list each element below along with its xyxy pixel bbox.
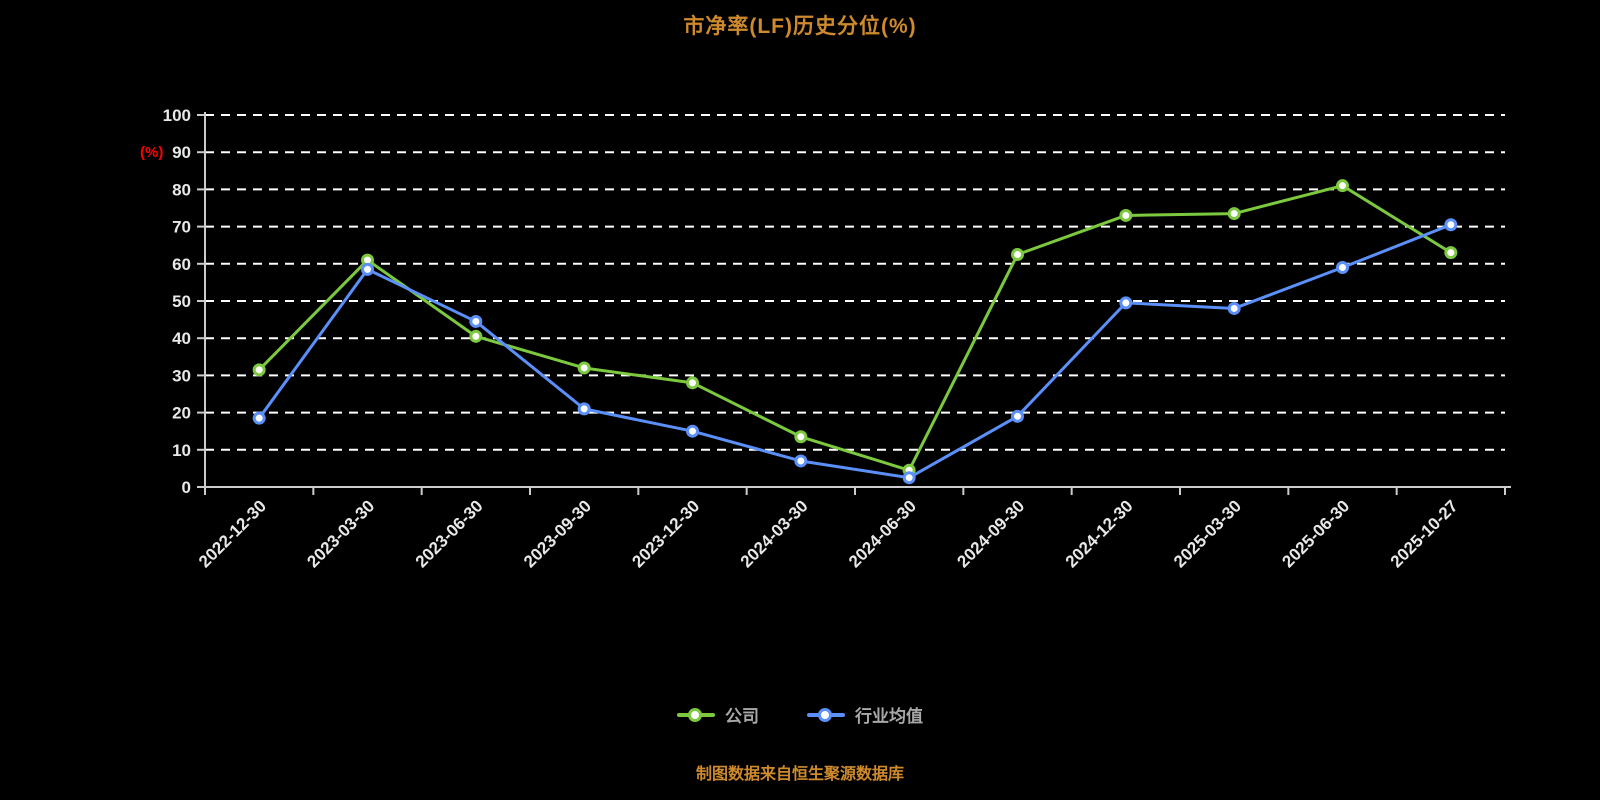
svg-text:0: 0 (182, 478, 191, 497)
legend: 公司 行业均值 (0, 702, 1600, 727)
svg-text:2025-10-27: 2025-10-27 (1387, 496, 1462, 571)
svg-text:2025-06-30: 2025-06-30 (1278, 496, 1353, 571)
svg-text:60: 60 (172, 255, 191, 274)
svg-text:2022-12-30: 2022-12-30 (195, 496, 270, 571)
line-chart-plot-area[interactable]: 0 10 20 30 40 50 60 70 80 90 100 2022-12-30 2023-03-… (0, 0, 1600, 660)
svg-text:2024-09-30: 2024-09-30 (953, 496, 1028, 571)
svg-text:2023-09-30: 2023-09-30 (520, 496, 595, 571)
legend-label-company: 公司 (725, 707, 759, 726)
svg-text:80: 80 (172, 180, 191, 199)
svg-text:2024-03-30: 2024-03-30 (737, 496, 812, 571)
svg-text:2023-12-30: 2023-12-30 (628, 496, 703, 571)
svg-text:30: 30 (172, 366, 191, 385)
legend-label-industry-average: 行业均值 (855, 707, 923, 726)
svg-text:20: 20 (172, 404, 191, 423)
data-source-caption: 制图数据来自恒生聚源数据库 (695, 766, 904, 783)
legend-circle-icon (688, 707, 702, 722)
y-axis-unit-label: (%) (140, 144, 164, 161)
svg-text:40: 40 (172, 329, 191, 348)
chart-title: 市净率(LF)历史分位(%) (683, 15, 917, 38)
svg-text:90: 90 (172, 143, 191, 162)
legend-item-company[interactable]: 公司 (677, 702, 759, 727)
legend-item-industry-average[interactable]: 行业均值 (807, 702, 923, 727)
svg-text:2025-03-30: 2025-03-30 (1170, 496, 1245, 571)
svg-text:2024-12-30: 2024-12-30 (1062, 496, 1137, 571)
industry-series-marker-icon (807, 707, 845, 722)
svg-text:2023-03-30: 2023-03-30 (303, 496, 378, 571)
company-series-marker-icon (677, 707, 715, 722)
legend-circle-icon (818, 707, 832, 722)
svg-text:10: 10 (172, 441, 191, 460)
svg-text:100: 100 (163, 106, 191, 125)
svg-text:2023-06-30: 2023-06-30 (412, 496, 487, 571)
svg-text:70: 70 (172, 218, 191, 237)
svg-text:2024-06-30: 2024-06-30 (845, 496, 920, 571)
svg-text:50: 50 (172, 292, 191, 311)
